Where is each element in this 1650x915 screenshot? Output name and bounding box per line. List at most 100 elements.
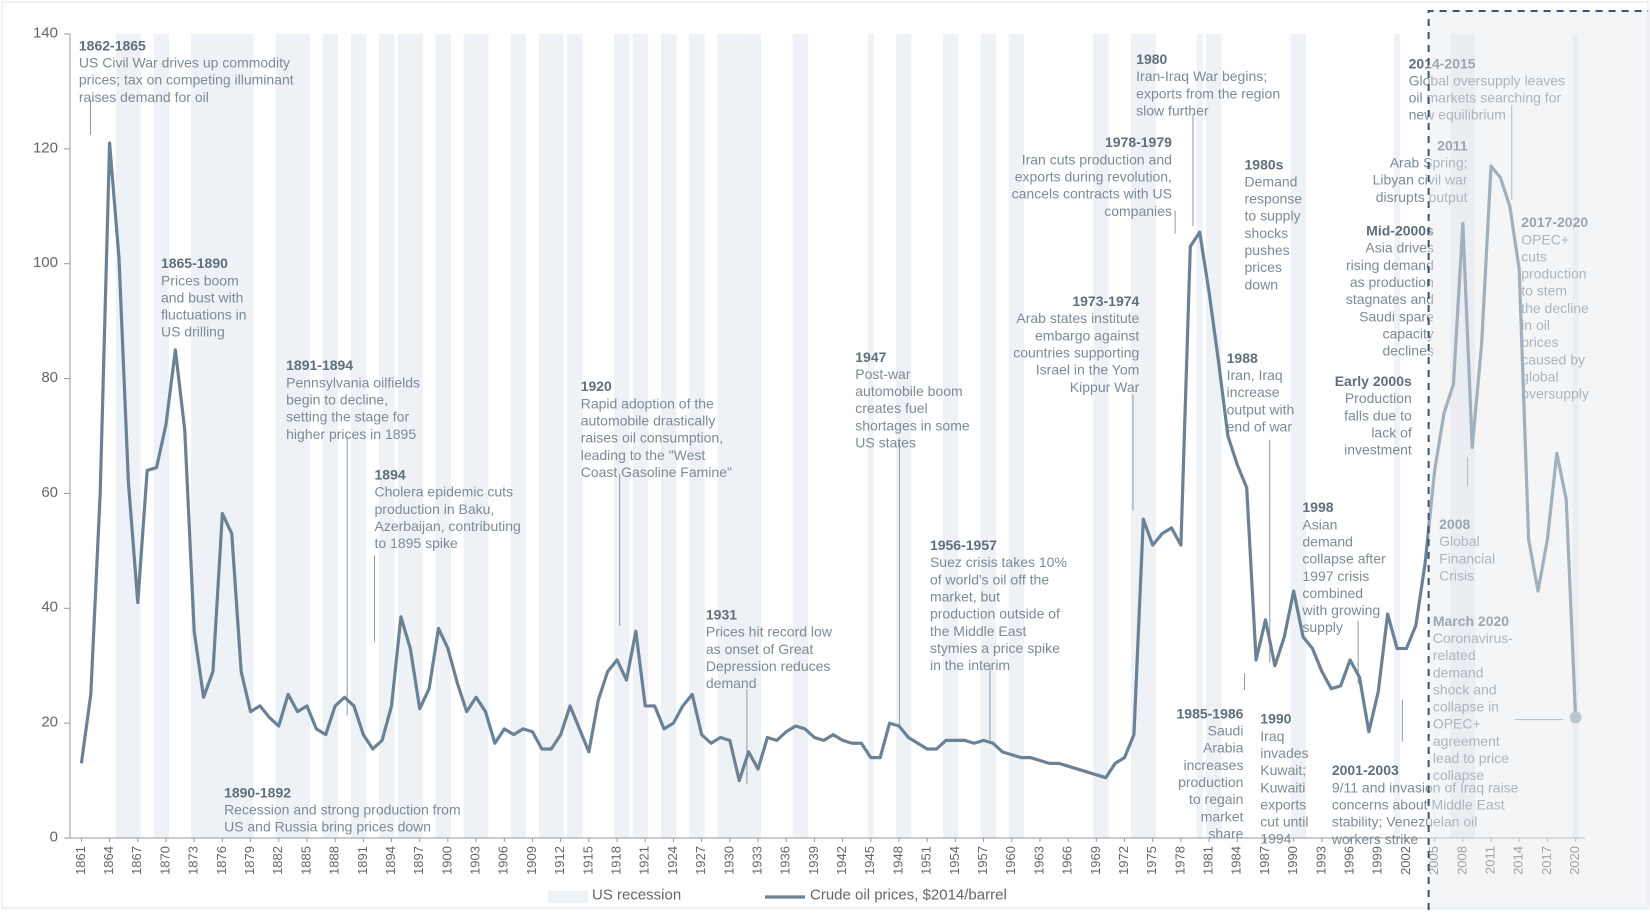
annotation-text: in oil — [1521, 317, 1550, 333]
annotation-text: the Middle East — [930, 623, 1027, 639]
annotation-text: Libyan civil war — [1373, 172, 1468, 188]
end-point — [1569, 711, 1582, 724]
annotation-text: new equilibrium — [1409, 107, 1506, 123]
annotation-text: production outside of — [930, 606, 1060, 622]
annotation-text: Iran, Iraq — [1227, 367, 1283, 383]
x-tick-label: 1936 — [778, 846, 793, 875]
x-tick-label: 1969 — [1088, 846, 1103, 875]
annotation-text: Demand — [1245, 173, 1298, 189]
annotation-text: cuts — [1521, 248, 1547, 264]
x-tick-label: 1906 — [496, 846, 511, 875]
annotation-text: rising demand — [1346, 257, 1434, 273]
annotation-text: production — [1521, 266, 1586, 282]
x-tick-label: 1960 — [1003, 846, 1018, 875]
annotation-title: 1980s — [1245, 156, 1284, 172]
legend-label: Crude oil prices, $2014/barrel — [810, 886, 1007, 903]
y-tick-label: 20 — [41, 714, 58, 731]
annotation-text: global — [1521, 368, 1558, 384]
annotation-text: demand — [1433, 664, 1484, 680]
annotation-text: Iran cuts production and — [1022, 151, 1172, 167]
annotation-text: Production — [1345, 390, 1412, 406]
x-tick-label: 1927 — [693, 846, 708, 875]
annotation-text: cut until — [1260, 814, 1308, 830]
annotation-text: increases — [1184, 757, 1244, 773]
x-tick-label: 1999 — [1370, 846, 1385, 875]
annotation-text: shocks — [1245, 225, 1289, 241]
annotation-title: 2014-2015 — [1409, 55, 1476, 71]
y-tick-label: 0 — [50, 828, 58, 845]
annotation-text: to regain — [1189, 791, 1243, 807]
x-tick-label: 1879 — [242, 846, 257, 875]
annotation-title: 1990 — [1260, 711, 1291, 727]
x-tick-label: 1987 — [1257, 846, 1272, 875]
annotation-text: increase — [1227, 384, 1280, 400]
annotation-text: Israel in the Yom — [1036, 362, 1140, 378]
annotation-text: Financial — [1439, 550, 1495, 566]
annotation-text: capacity — [1383, 325, 1434, 341]
annotation-text: embargo against — [1035, 327, 1139, 343]
annotation-title: 1891-1894 — [286, 357, 353, 373]
annotation-text: and bust with — [161, 289, 244, 305]
x-tick-label: 1990 — [1285, 846, 1300, 875]
x-tick-label: 2014 — [1511, 846, 1526, 875]
annotation-text: workers strike — [1331, 831, 1419, 847]
legend: US recession Crude oil prices, $2014/barr… — [548, 886, 1007, 903]
x-tick-label: 1954 — [947, 846, 962, 875]
x-tick-label: 1873 — [186, 846, 201, 875]
x-tick-label: 1897 — [411, 846, 426, 875]
annotation-text: Arab states institute — [1016, 310, 1139, 326]
annotation-text: 9/11 and invasion of Iraq raise — [1332, 779, 1519, 795]
annotation-text: raises oil consumption, — [581, 430, 723, 446]
annotation-layer: 1862-1865 US Civil War drives up commodit… — [79, 37, 1589, 846]
annotation-text: fluctuations in — [161, 307, 247, 323]
recession-bar — [1093, 34, 1109, 838]
annotation-text: output with — [1227, 401, 1295, 417]
annotation-text: as onset of Great — [706, 641, 814, 657]
annotation-text: collapse — [1433, 767, 1485, 783]
annotation-text: collapse after — [1302, 551, 1386, 567]
annotation-text: Global oversupply leaves — [1409, 72, 1565, 88]
annotation-text: prices — [1245, 259, 1282, 275]
x-tick-label: 2017 — [1539, 846, 1554, 875]
annotation-text: Coast Gasoline Famine" — [581, 464, 732, 480]
annotation-text: US drilling — [161, 324, 225, 340]
annotation-text: US states — [855, 435, 916, 451]
annotation-text: Kuwait; — [1260, 762, 1306, 778]
legend-swatch — [548, 891, 588, 903]
x-tick-label: 1993 — [1313, 846, 1328, 875]
recession-bar — [867, 34, 874, 838]
annotation-title: 1985-1986 — [1177, 705, 1244, 721]
annotation-text: Cholera epidemic cuts — [375, 484, 514, 500]
annotation-text: related — [1433, 647, 1476, 663]
x-tick-label: 1945 — [862, 846, 877, 875]
annotation-text: slow further — [1136, 103, 1209, 119]
annotation-text: stymies a price spike — [930, 640, 1060, 656]
x-tick-label: 2002 — [1398, 846, 1413, 875]
x-tick-label: 1876 — [214, 846, 229, 875]
x-tick-label: 1939 — [806, 846, 821, 875]
x-tick-label: 1942 — [834, 846, 849, 875]
x-tick-label: 1975 — [1144, 846, 1159, 875]
x-tick-label: 1996 — [1341, 846, 1356, 875]
annotation-title: 1865-1890 — [161, 255, 228, 271]
recession-bar — [792, 34, 809, 838]
x-tick-label: 1888 — [327, 846, 342, 875]
price-line — [79, 141, 1578, 783]
annotation-text: demand — [706, 675, 757, 691]
annotation-text: production in Baku, — [375, 501, 495, 517]
annotation-text: oversupply — [1521, 386, 1589, 402]
annotation-title: 1890-1892 — [224, 784, 291, 800]
recession-bar — [980, 34, 996, 838]
annotation-text: collapse in — [1433, 699, 1499, 715]
recession-bar — [661, 34, 677, 838]
annotation-text: to supply — [1245, 208, 1301, 224]
annotation-text: automobile drastically — [581, 413, 716, 429]
annotation-text: Coronavirus- — [1433, 630, 1513, 646]
recession-bar — [1196, 34, 1203, 838]
annotation-title: 1973-1974 — [1072, 293, 1139, 309]
annotation-text: declines — [1383, 343, 1434, 359]
recession-bar — [717, 34, 762, 838]
recession-bar — [1206, 34, 1222, 838]
annotation-text: Suez crisis takes 10% — [930, 554, 1067, 570]
